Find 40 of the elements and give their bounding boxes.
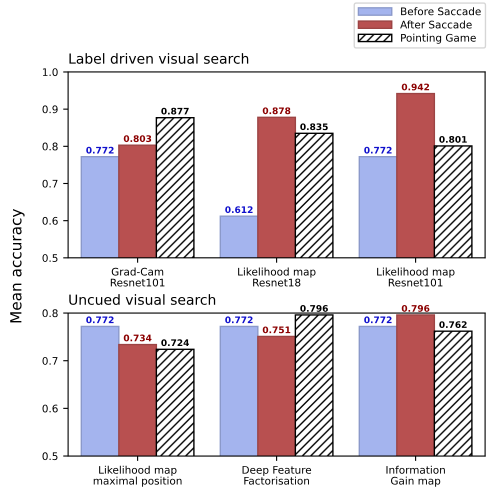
data-label: 0.772 <box>364 316 392 324</box>
data-label: 0.772 <box>225 316 253 324</box>
data-label: 0.942 <box>402 84 430 90</box>
y-tick-label: 0.5 <box>42 452 58 460</box>
x-tick-label: Information Gain map <box>386 466 445 487</box>
y-tick-label: 0.6 <box>42 216 58 225</box>
x-tick-label: Likelihood map Resnet18 <box>238 268 316 286</box>
data-label: 0.612 <box>225 206 253 214</box>
data-label: 0.751 <box>262 326 290 334</box>
y-tick-label: 0.8 <box>42 309 58 318</box>
y-tick-label: 0.7 <box>42 180 58 188</box>
x-tick-label: Likelihood map Resnet101 <box>377 268 455 286</box>
y-tick-label: 1.0 <box>42 68 58 76</box>
y-tick-label: 0.9 <box>42 105 58 114</box>
y-tick-label: 0.8 <box>42 142 58 150</box>
data-label: 0.762 <box>439 321 467 328</box>
x-tick-label: Deep Feature Factorisation <box>242 466 312 485</box>
y-tick-label: 0.5 <box>42 254 58 262</box>
x-tick-label: Likelihood map maximal position <box>94 466 182 487</box>
y-tick-label: 0.6 <box>42 404 58 412</box>
legend-label: Before Saccade <box>401 7 481 16</box>
data-label: 0.877 <box>161 108 189 115</box>
data-label: 0.801 <box>439 136 467 143</box>
y-axis-title: Mean accuracy <box>10 208 25 322</box>
data-label: 0.878 <box>262 107 290 114</box>
data-label: 0.796 <box>402 304 430 312</box>
data-label: 0.724 <box>161 339 189 346</box>
data-label: 0.772 <box>86 146 114 154</box>
data-label: 0.835 <box>300 123 328 130</box>
data-label: 0.803 <box>124 135 152 142</box>
y-tick-label: 0.7 <box>42 356 58 365</box>
chart-title: Uncued visual search <box>69 294 216 305</box>
data-label: 0.734 <box>124 334 152 342</box>
data-label: 0.796 <box>300 304 328 312</box>
legend-label: Pointing Game <box>401 34 476 44</box>
x-tick-label: Grad-Cam Resnet101 <box>110 268 164 286</box>
chart-title: Label driven visual search <box>69 53 248 64</box>
data-label: 0.772 <box>86 316 114 324</box>
data-label: 0.772 <box>364 146 392 154</box>
legend-label: After Saccade <box>400 20 472 29</box>
